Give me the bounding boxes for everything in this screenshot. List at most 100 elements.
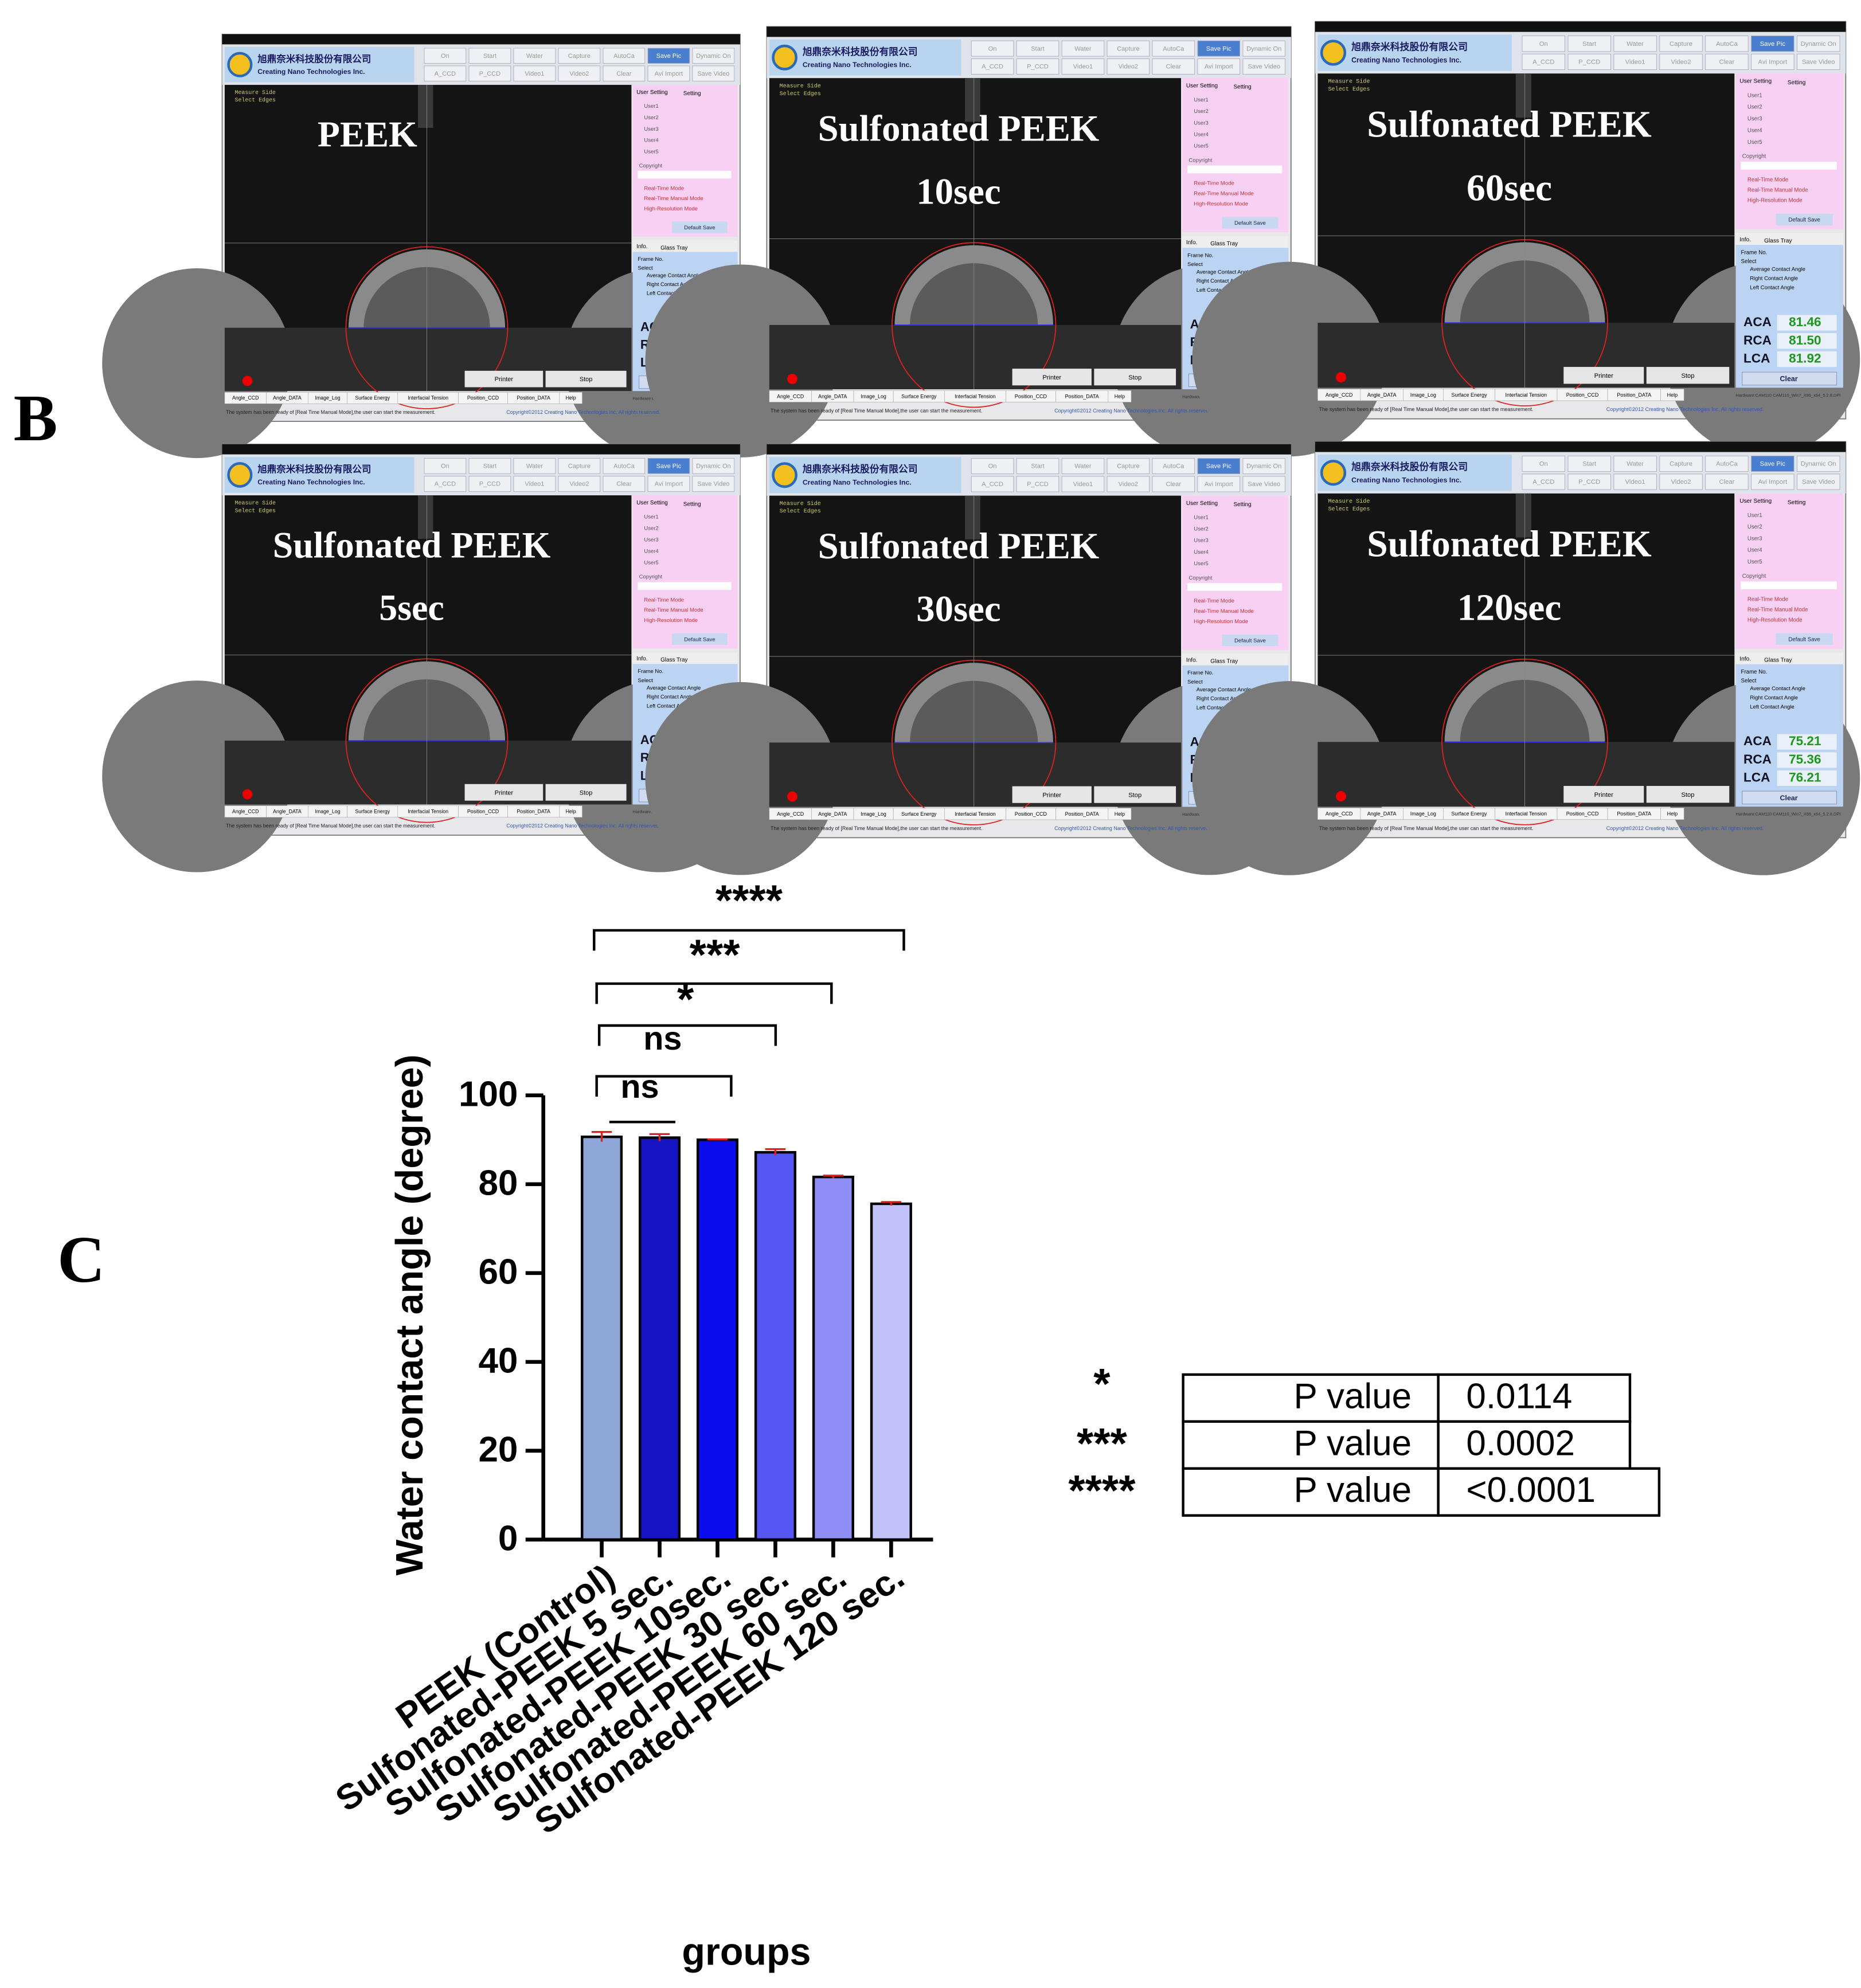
tab-label: Position_DATA bbox=[1617, 392, 1651, 398]
title-bar bbox=[767, 26, 1291, 37]
toolbar-button bbox=[1705, 53, 1749, 70]
metric-name: ACA bbox=[1743, 315, 1772, 329]
panel-field bbox=[638, 171, 732, 179]
company-name: 旭鼎奈米科技股份有限公司 bbox=[802, 46, 918, 57]
toolbar-button bbox=[1522, 455, 1566, 472]
toolbar-label: Save Pic bbox=[1760, 461, 1786, 468]
tab-label: Angle_CCD bbox=[232, 395, 259, 401]
tab-label: Image_Log bbox=[315, 809, 340, 815]
title-bar bbox=[1315, 21, 1846, 32]
panel-text: User Setting bbox=[1739, 78, 1772, 84]
tab bbox=[559, 805, 582, 818]
toolbar-label: Water bbox=[1627, 461, 1644, 468]
tab bbox=[559, 392, 582, 404]
toolbar-label: Video2 bbox=[1119, 481, 1138, 488]
panel-text: Copyright bbox=[1188, 575, 1212, 581]
toolbar-button bbox=[1152, 458, 1195, 474]
panel-text: Setting bbox=[1233, 84, 1251, 91]
panel-text: Frame No. bbox=[1187, 252, 1213, 259]
toolbar-button bbox=[1107, 40, 1150, 57]
panel-text: Default Save bbox=[1234, 220, 1266, 226]
panel-text: User1 bbox=[1194, 97, 1209, 103]
pvalue-table: * P value 0.0114 *** P value 0.0002 **** P valu… bbox=[1068, 1360, 1661, 1517]
toolbar-button bbox=[424, 476, 467, 492]
toolbar-button bbox=[647, 476, 690, 492]
panel-text: Left Contact Angle bbox=[647, 291, 690, 296]
panel-text: Real-Time Manual Mode bbox=[1747, 187, 1808, 194]
toolbar-button bbox=[558, 476, 601, 492]
panel-text: User3 bbox=[1194, 120, 1209, 126]
stop-button bbox=[1646, 367, 1730, 384]
panel-text: User3 bbox=[644, 126, 658, 132]
toolbar-label: P_CCD bbox=[479, 71, 501, 77]
toolbar-label: AutoCa bbox=[613, 463, 635, 469]
panel-text: User Setting bbox=[1186, 500, 1218, 507]
panel-text: User5 bbox=[644, 149, 658, 155]
caption: Sulfonated PEEK bbox=[1367, 104, 1651, 145]
caption: 120sec bbox=[1457, 587, 1562, 628]
stop-label: Stop bbox=[580, 376, 593, 383]
toolbar-label: On bbox=[441, 463, 449, 469]
toolbar-label: Clear bbox=[1166, 64, 1182, 71]
panel-text: Real-Time Manual Mode bbox=[644, 195, 703, 202]
panel-text: User1 bbox=[1747, 512, 1762, 519]
toolbar-label: Video1 bbox=[1073, 64, 1093, 71]
panel-text: Right Contact Angle bbox=[1750, 276, 1798, 282]
bracket bbox=[597, 1024, 777, 1046]
toolbar-button bbox=[424, 48, 467, 64]
panel-text: Select bbox=[1187, 679, 1203, 685]
info-tabs bbox=[1182, 236, 1289, 248]
toolbar-button bbox=[424, 458, 467, 474]
tab-label: Angle_DATA bbox=[818, 811, 847, 817]
panel-text: Average Contact Angle bbox=[1750, 686, 1805, 692]
toolbar-button bbox=[1197, 58, 1241, 75]
printer-label: Printer bbox=[495, 376, 514, 383]
needle bbox=[965, 495, 980, 539]
panel-text: User4 bbox=[1194, 131, 1209, 138]
metric-name: RCA bbox=[1743, 752, 1772, 766]
company-name-en: Creating Nano Technologies Inc. bbox=[803, 61, 912, 69]
toolbar-button bbox=[468, 458, 511, 474]
toolbar-button bbox=[647, 65, 690, 81]
caption: PEEK bbox=[318, 114, 417, 154]
company-name-en: Creating Nano Technologies Inc. bbox=[257, 478, 365, 486]
panel-text: Real-Time Manual Mode bbox=[1194, 608, 1254, 615]
toolbar-label: Video1 bbox=[1625, 59, 1645, 66]
tab-label: Image_Log bbox=[1410, 392, 1436, 398]
metric-name: ACA bbox=[1743, 734, 1772, 748]
toolbar-button bbox=[1152, 476, 1195, 492]
table-text: P value bbox=[1294, 1470, 1412, 1510]
metric-field bbox=[1777, 351, 1837, 367]
panel-text: User2 bbox=[644, 526, 658, 532]
y-tick-label: 60 bbox=[478, 1252, 518, 1292]
toolbar-button bbox=[692, 65, 735, 81]
caption: Sulfonated PEEK bbox=[818, 108, 1100, 149]
toolbar-label: Video1 bbox=[1073, 481, 1093, 488]
tab-label: Angle_CCD bbox=[232, 809, 259, 815]
panel-text: Frame No. bbox=[638, 668, 663, 675]
toolbar-button bbox=[1705, 473, 1749, 490]
panel-text: High-Resolution Mode bbox=[1194, 201, 1248, 208]
toolbar-button bbox=[1522, 473, 1566, 490]
toolbar-button bbox=[1797, 473, 1840, 490]
toolbar-label: A_CCD bbox=[982, 64, 1003, 71]
toolbar-button bbox=[1016, 40, 1059, 57]
tab-label: Position_CCD bbox=[467, 395, 499, 401]
toolbar-label: On bbox=[1539, 461, 1548, 468]
panel-text: User3 bbox=[1747, 535, 1762, 542]
screenshot: 旭鼎奈米科技股份有限公司 Creating Nano Technologies I… bbox=[1192, 441, 1860, 875]
company-name: 旭鼎奈米科技股份有限公司 bbox=[1351, 461, 1468, 472]
printer-button bbox=[1563, 367, 1644, 384]
panel-text: Copyright bbox=[1742, 154, 1766, 160]
bar bbox=[812, 1175, 854, 1541]
panel-field bbox=[1187, 583, 1283, 591]
toolbar-label: Water bbox=[526, 463, 543, 469]
panel-text: Left Contact Angle bbox=[1197, 287, 1240, 293]
toolbar-label: Save Pic bbox=[1760, 41, 1786, 48]
toolbar-label: Avi Import bbox=[655, 71, 683, 77]
bar bbox=[638, 1136, 681, 1541]
overlay-text: Select Edges bbox=[1328, 86, 1370, 93]
toolbar-label: Avi Import bbox=[1205, 64, 1234, 71]
panel-text: Select bbox=[1741, 259, 1757, 265]
